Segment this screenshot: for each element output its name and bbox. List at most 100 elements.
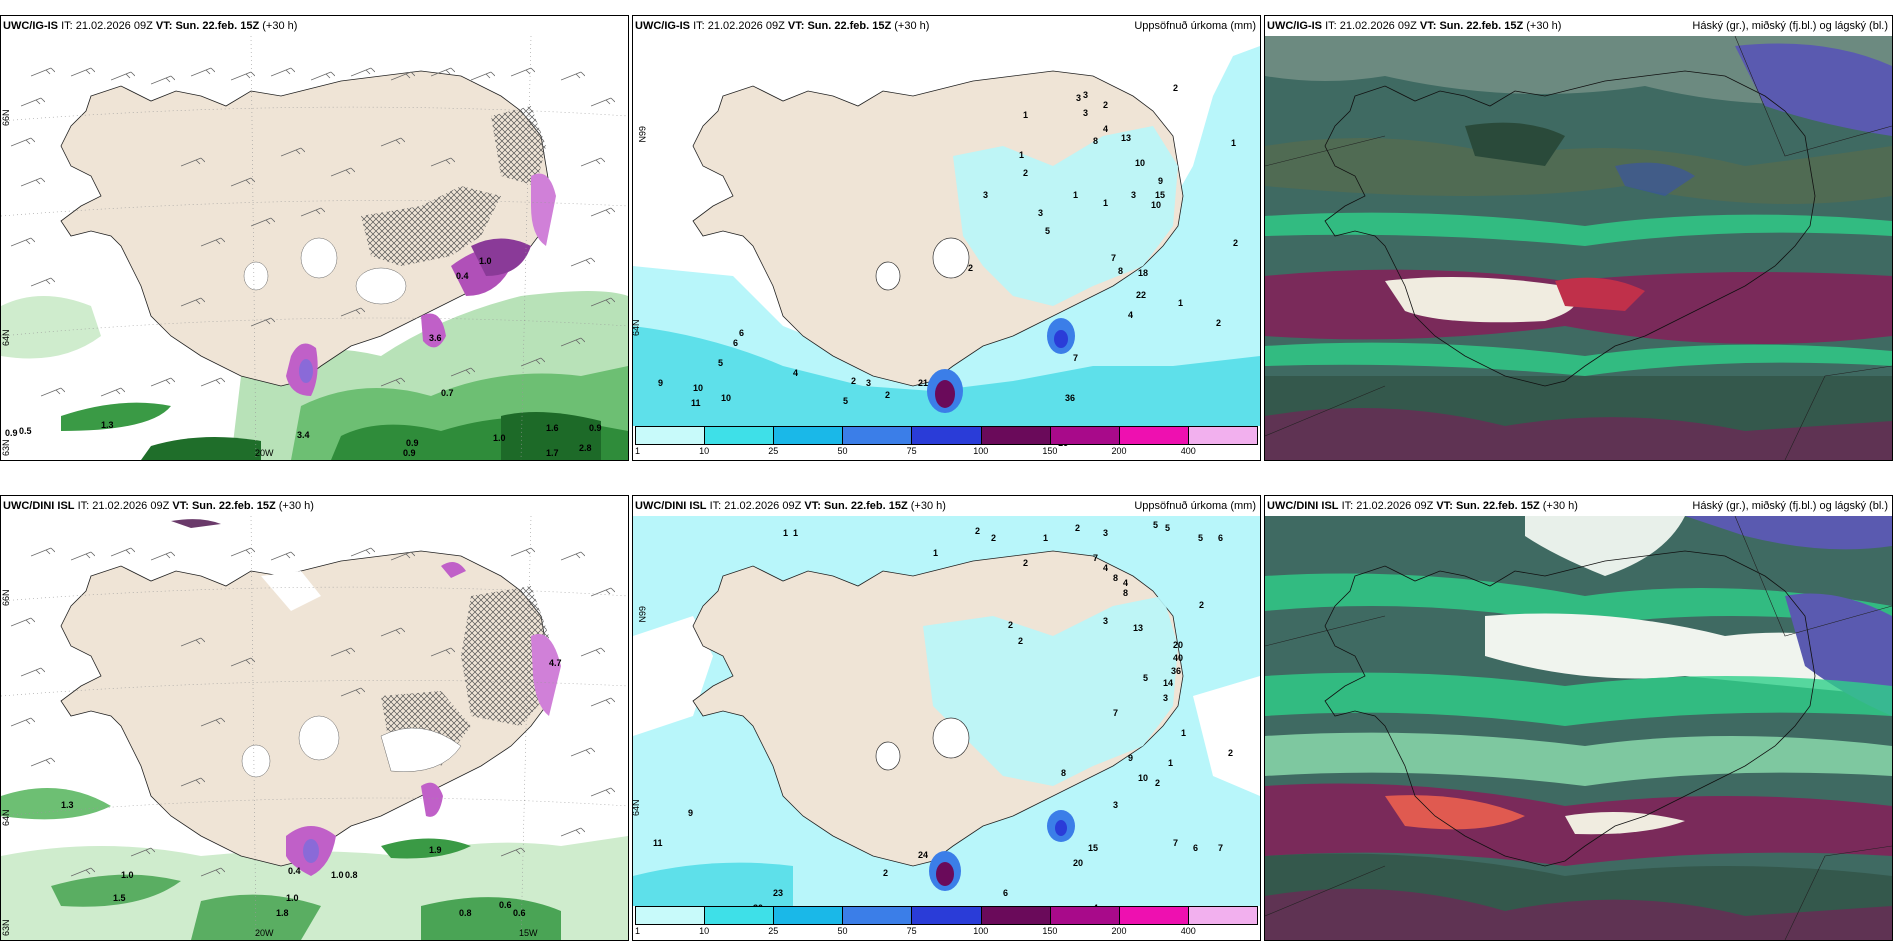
svg-text:1.0: 1.0	[331, 870, 344, 880]
legend-swatch	[981, 427, 1051, 444]
iceland-land	[60, 70, 552, 387]
panel-wind-igis: UWC/IG-IS IT: 21.02.2026 09Z VT: Sun. 22…	[0, 15, 629, 461]
svg-text:10: 10	[1151, 200, 1161, 210]
svg-text:2: 2	[1228, 748, 1233, 758]
cloud-map	[1265, 516, 1892, 940]
legend-swatch	[843, 907, 913, 924]
svg-text:2: 2	[1233, 238, 1238, 248]
svg-text:0.5: 0.5	[19, 426, 32, 436]
cloud-layers	[1265, 36, 1892, 460]
panel-title: UWC/DINI ISL IT: 21.02.2026 09Z VT: Sun.…	[635, 500, 946, 512]
wind-value-labels: 1.3 1.0 1.5 1.0 1.8 0.4 0.8 1.9 0.6 0.8 …	[61, 658, 562, 918]
svg-text:2: 2	[1155, 778, 1160, 788]
svg-text:1: 1	[1019, 150, 1024, 160]
precip-legend: 1 10 25 50 75 100 150 200 400	[635, 906, 1258, 938]
cloud-layers	[1265, 516, 1892, 940]
svg-text:1: 1	[783, 528, 788, 538]
svg-text:15: 15	[1155, 190, 1165, 200]
svg-text:1: 1	[793, 528, 798, 538]
svg-text:8: 8	[1123, 588, 1128, 598]
svg-text:4: 4	[1123, 578, 1128, 588]
svg-text:21: 21	[918, 378, 928, 388]
svg-text:6: 6	[739, 328, 744, 338]
white-no-precip-east	[1193, 676, 1260, 796]
svg-text:3: 3	[983, 190, 988, 200]
svg-text:3.6: 3.6	[429, 333, 442, 343]
svg-text:36: 36	[1171, 666, 1181, 676]
panel-title: UWC/IG-IS IT: 21.02.2026 09Z VT: Sun. 22…	[1267, 20, 1562, 32]
svg-text:9: 9	[1158, 176, 1163, 186]
legend-swatch	[636, 427, 706, 444]
svg-text:3: 3	[1076, 93, 1081, 103]
legend-swatch	[1119, 427, 1189, 444]
svg-text:3: 3	[1103, 528, 1108, 538]
svg-text:22: 22	[1136, 290, 1146, 300]
svg-text:5: 5	[718, 358, 723, 368]
legend-swatch	[636, 907, 706, 924]
purple-precip-cells	[171, 519, 561, 876]
cyan-east-area	[953, 126, 1178, 306]
panel-clouds-igis: UWC/IG-IS IT: 21.02.2026 09Z VT: Sun. 22…	[1264, 15, 1893, 461]
glacier-outlines	[875, 717, 970, 771]
precip-maxima	[927, 318, 1075, 413]
svg-text:9: 9	[688, 808, 693, 818]
svg-text:10: 10	[1135, 158, 1145, 168]
panel-title: UWC/IG-IS IT: 21.02.2026 09Z VT: Sun. 22…	[3, 20, 298, 32]
svg-text:15W: 15W	[519, 928, 538, 938]
axis-labels: 66N 64N 63N 20W	[1, 109, 274, 458]
svg-text:0.9: 0.9	[403, 448, 416, 458]
svg-text:0.9: 0.9	[5, 428, 18, 438]
legend-swatch	[1050, 427, 1120, 444]
panel-wind-dini: UWC/DINI ISL IT: 21.02.2026 09Z VT: Sun.…	[0, 495, 629, 941]
cyan-sea-band	[633, 326, 1260, 426]
svg-text:4: 4	[1103, 563, 1108, 573]
svg-text:0.4: 0.4	[288, 866, 301, 876]
panel-right-title: Uppsöfnuð úrkoma (mm)	[1134, 500, 1256, 512]
lat-lon-grid	[1, 516, 628, 940]
legend-colorbar	[635, 426, 1258, 445]
svg-text:13: 13	[1133, 623, 1143, 633]
legend-swatch	[1119, 907, 1189, 924]
svg-text:7: 7	[1111, 253, 1116, 263]
panel-precip-dini: UWC/DINI ISL IT: 21.02.2026 09Z VT: Sun.…	[632, 495, 1261, 941]
glacier-outlines	[875, 237, 970, 291]
svg-text:1.8: 1.8	[276, 908, 289, 918]
legend-swatch	[705, 427, 775, 444]
panel-clouds-dini: UWC/DINI ISL IT: 21.02.2026 09Z VT: Sun.…	[1264, 495, 1893, 941]
svg-text:0.8: 0.8	[459, 908, 472, 918]
svg-text:11: 11	[653, 838, 663, 848]
svg-text:1.0: 1.0	[493, 433, 506, 443]
svg-text:3: 3	[1083, 108, 1088, 118]
svg-text:7: 7	[1113, 708, 1118, 718]
svg-text:1: 1	[1073, 190, 1078, 200]
svg-text:7: 7	[1073, 353, 1078, 363]
lat-label: 64N	[633, 799, 641, 816]
svg-text:1.0: 1.0	[121, 870, 134, 880]
svg-text:63N: 63N	[1, 919, 11, 936]
svg-text:1: 1	[933, 548, 938, 558]
svg-text:5: 5	[1143, 673, 1148, 683]
snow-hatch	[361, 186, 501, 266]
svg-text:8: 8	[1113, 573, 1118, 583]
purple-precip-cells	[286, 173, 556, 396]
svg-text:2: 2	[1216, 318, 1221, 328]
svg-text:3: 3	[1131, 190, 1136, 200]
svg-text:20: 20	[1073, 858, 1083, 868]
svg-text:10: 10	[1138, 773, 1148, 783]
svg-text:6: 6	[1193, 843, 1198, 853]
svg-text:1.0: 1.0	[479, 256, 492, 266]
svg-text:4: 4	[1103, 124, 1108, 134]
svg-text:4.7: 4.7	[549, 658, 562, 668]
svg-text:5: 5	[1198, 533, 1203, 543]
svg-text:1.6: 1.6	[546, 423, 559, 433]
svg-text:1.5: 1.5	[113, 893, 126, 903]
svg-text:3: 3	[1038, 208, 1043, 218]
svg-text:1: 1	[1231, 138, 1236, 148]
svg-text:63N: 63N	[1, 439, 11, 456]
legend-swatch	[912, 427, 982, 444]
svg-text:1: 1	[1023, 110, 1028, 120]
svg-text:1: 1	[1181, 728, 1186, 738]
precip-legend: 1 10 25 50 75 100 150 200 400	[635, 426, 1258, 458]
svg-text:66N: 66N	[1, 109, 11, 126]
svg-text:1: 1	[1168, 758, 1173, 768]
